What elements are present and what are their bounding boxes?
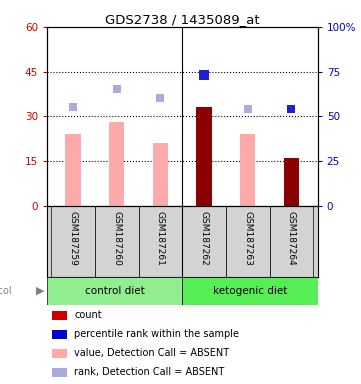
Bar (153, 143, 168, 205)
Bar (51, 205, 95, 277)
Text: rank, Detection Call = ABSENT: rank, Detection Call = ABSENT (74, 367, 224, 377)
Text: percentile rank within the sample: percentile rank within the sample (74, 329, 239, 339)
Bar (47, 277, 182, 305)
Bar (52, 329, 67, 339)
Text: GSM187259: GSM187259 (69, 211, 78, 266)
Text: ▶: ▶ (36, 286, 44, 296)
Title: GDS2738 / 1435089_at: GDS2738 / 1435089_at (105, 13, 260, 26)
Text: count: count (74, 310, 102, 320)
Text: GSM187264: GSM187264 (287, 211, 296, 266)
Bar (196, 107, 212, 205)
Bar (95, 205, 139, 277)
Text: GSM187263: GSM187263 (243, 211, 252, 266)
Text: protocol: protocol (0, 286, 12, 296)
Bar (109, 122, 125, 205)
Text: GSM187260: GSM187260 (112, 211, 121, 266)
Bar (65, 134, 81, 205)
Text: value, Detection Call = ABSENT: value, Detection Call = ABSENT (74, 348, 229, 358)
Bar (226, 205, 270, 277)
Bar (52, 349, 67, 358)
Bar (270, 205, 313, 277)
Bar (284, 158, 299, 205)
Bar (182, 277, 318, 305)
Text: ketogenic diet: ketogenic diet (213, 286, 287, 296)
Text: GSM187262: GSM187262 (200, 211, 209, 266)
Bar (52, 311, 67, 320)
Bar (182, 205, 226, 277)
Bar (139, 205, 182, 277)
Text: control diet: control diet (85, 286, 144, 296)
Text: GSM187261: GSM187261 (156, 211, 165, 266)
Bar (52, 368, 67, 377)
Bar (240, 134, 256, 205)
